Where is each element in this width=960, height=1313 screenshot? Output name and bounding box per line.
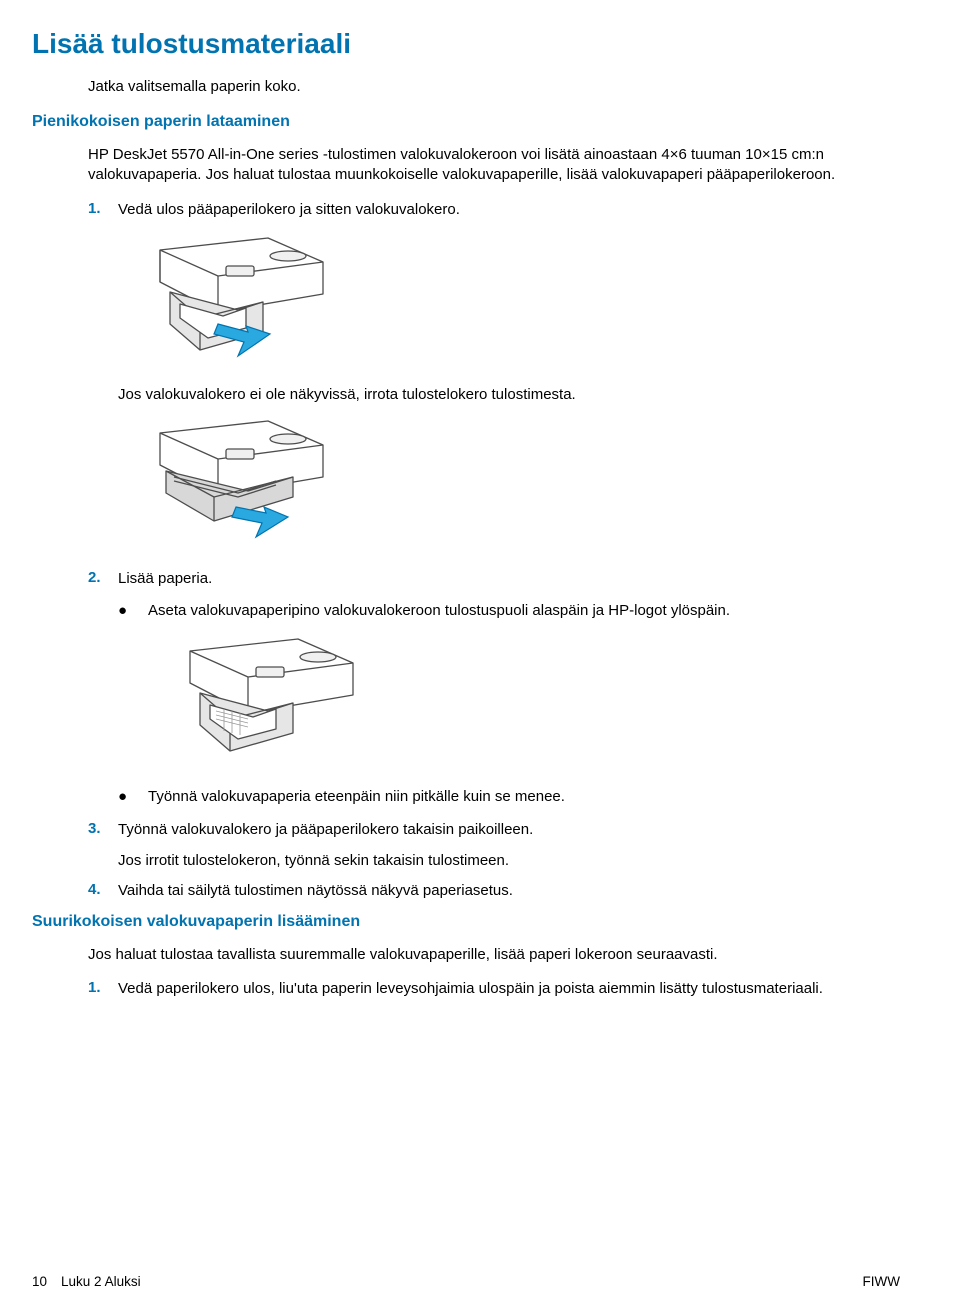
page-title: Lisää tulostusmateriaali xyxy=(32,28,900,60)
bullet-glyph: ● xyxy=(118,787,148,807)
step-number: 4. xyxy=(88,881,118,901)
bullet-text: Aseta valokuvapaperipino valokuvalokeroo… xyxy=(148,601,900,621)
section2-para1: Jos haluat tulostaa tavallista suuremmal… xyxy=(88,945,900,965)
page-footer: 10 Luku 2 Aluksi FIWW xyxy=(32,1274,900,1289)
step-number: 1. xyxy=(88,979,118,999)
bullet-glyph: ● xyxy=(118,601,148,621)
step-4: 4. Vaihda tai säilytä tulostimen näytöss… xyxy=(88,881,900,901)
printer-illustration-1 xyxy=(118,232,900,372)
section1-note1: Jos valokuvalokero ei ole näkyvissä, irr… xyxy=(118,386,900,403)
step-number: 2. xyxy=(88,569,118,589)
step-text: Vaihda tai säilytä tulostimen näytössä n… xyxy=(118,881,900,901)
section1-body: HP DeskJet 5570 All-in-One series -tulos… xyxy=(88,145,900,901)
printer-illustration-2 xyxy=(118,415,900,555)
step-text: Vedä ulos pääpaperilokero ja sitten valo… xyxy=(118,200,900,220)
bullet-text: Työnnä valokuvapaperia eteenpäin niin pi… xyxy=(148,787,900,807)
step-text: Vedä paperilokero ulos, liu'uta paperin … xyxy=(118,979,900,999)
bullet-1: ● Aseta valokuvapaperipino valokuvaloker… xyxy=(118,601,900,621)
step-3: 3. Työnnä valokuvalokero ja pääpaperilok… xyxy=(88,820,900,840)
step-text: Lisää paperia. xyxy=(118,569,900,589)
step-number: 3. xyxy=(88,820,118,840)
step-text: Työnnä valokuvalokero ja pääpaperilokero… xyxy=(118,820,900,840)
section2-heading: Suurikokoisen valokuvapaperin lisääminen xyxy=(32,913,900,931)
step-1: 1. Vedä ulos pääpaperilokero ja sitten v… xyxy=(88,200,900,220)
printer-illustration-3 xyxy=(148,633,900,773)
section1-heading: Pienikokoisen paperin lataaminen xyxy=(32,113,900,131)
section1-para1: HP DeskJet 5570 All-in-One series -tulos… xyxy=(88,145,900,186)
step-number: 1. xyxy=(88,200,118,220)
footer-chapter: Luku 2 Aluksi xyxy=(61,1274,141,1289)
section1-note3: Jos irrotit tulostelokeron, työnnä sekin… xyxy=(118,852,900,869)
bullet-2: ● Työnnä valokuvapaperia eteenpäin niin … xyxy=(118,787,900,807)
footer-right: FIWW xyxy=(863,1274,900,1289)
section2-step-1: 1. Vedä paperilokero ulos, liu'uta paper… xyxy=(88,979,900,999)
section2-body: Jos haluat tulostaa tavallista suuremmal… xyxy=(88,945,900,1000)
footer-page-number: 10 xyxy=(32,1274,47,1289)
step-2: 2. Lisää paperia. xyxy=(88,569,900,589)
intro-text: Jatka valitsemalla paperin koko. xyxy=(88,78,900,95)
